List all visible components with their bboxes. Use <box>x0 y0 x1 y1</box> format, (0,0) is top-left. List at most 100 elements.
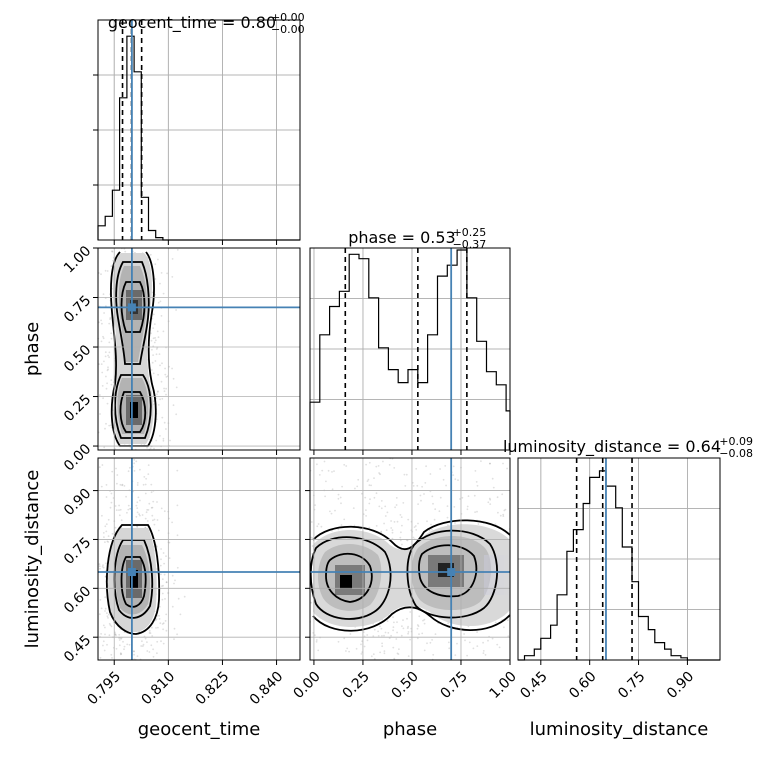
scatter-point <box>501 493 504 496</box>
title-lower-phase: −0.37 <box>453 238 487 251</box>
scatter-point <box>165 387 168 390</box>
scatter-point <box>106 540 109 543</box>
scatter-point <box>171 258 174 260</box>
scatter-point <box>176 534 179 537</box>
scatter-point <box>428 529 431 532</box>
scatter-point <box>154 263 157 266</box>
scatter-point <box>423 622 426 625</box>
scatter-point <box>492 486 495 489</box>
scatter-point <box>176 249 179 251</box>
scatter-point <box>99 599 102 601</box>
scatter-point <box>391 529 394 531</box>
scatter-point <box>144 526 147 529</box>
scatter-point <box>104 626 106 629</box>
scatter-point <box>423 649 426 652</box>
scatter-point <box>116 474 119 476</box>
scatter-point <box>461 496 464 499</box>
scatter-point <box>118 633 121 636</box>
scatter-point <box>155 353 158 356</box>
scatter-point <box>100 363 103 365</box>
scatter-point <box>103 360 105 363</box>
scatter-point <box>156 519 159 521</box>
scatter-point <box>102 397 104 400</box>
title-phase: phase = 0.53 <box>348 228 455 247</box>
scatter-point <box>164 367 167 370</box>
scatter-point <box>99 394 101 396</box>
scatter-point <box>444 465 447 467</box>
scatter-point <box>162 628 165 631</box>
scatter-point <box>107 354 109 357</box>
scatter-point <box>392 646 395 649</box>
scatter-point <box>320 525 323 528</box>
scatter-point <box>160 558 162 561</box>
x-tick-label: 0.50 <box>389 669 422 702</box>
scatter-point <box>153 518 156 521</box>
scatter-point <box>416 484 419 487</box>
scatter-point <box>133 462 136 465</box>
scatter-point <box>160 548 163 550</box>
scatter-point <box>442 478 445 481</box>
scatter-point <box>396 520 399 523</box>
x-tick-label: 0.810 <box>139 669 179 709</box>
scatter-point <box>100 273 102 276</box>
scatter-point <box>423 493 425 495</box>
scatter-point <box>375 525 378 527</box>
scatter-point <box>125 495 127 498</box>
scatter-point <box>416 637 419 640</box>
scatter-point <box>111 532 114 535</box>
scatter-point <box>359 527 362 530</box>
scatter-point <box>406 539 409 542</box>
scatter-point <box>163 421 166 424</box>
scatter-point <box>154 360 157 362</box>
x-tick-label: 0.90 <box>664 669 697 702</box>
scatter-point <box>454 654 457 656</box>
x-axis-label-geocent_time: geocent_time <box>138 719 261 740</box>
scatter-point <box>106 369 109 372</box>
scatter-point <box>119 652 122 655</box>
scatter-point <box>466 505 469 508</box>
scatter-point <box>381 645 384 648</box>
scatter-point <box>379 625 381 628</box>
scatter-point <box>159 300 162 303</box>
scatter-point <box>402 619 404 621</box>
x-tick-label: 1.00 <box>487 669 520 702</box>
scatter-point <box>159 398 162 401</box>
scatter-point <box>151 626 153 629</box>
x-tick-label: 0.00 <box>290 669 323 702</box>
scatter-point <box>383 634 385 637</box>
scatter-point <box>400 516 403 518</box>
scatter-point <box>104 427 106 430</box>
scatter-point <box>150 506 153 509</box>
scatter-point <box>98 613 101 616</box>
scatter-point <box>159 364 161 367</box>
scatter-point <box>352 507 355 509</box>
scatter-point <box>467 495 470 497</box>
scatter-point <box>340 502 342 505</box>
scatter-point <box>395 638 398 640</box>
scatter-point <box>447 641 450 644</box>
density-core-4 <box>130 402 138 418</box>
scatter-point <box>102 624 105 627</box>
density-geo-phase <box>110 251 157 447</box>
scatter-point <box>366 639 369 642</box>
scatter-point <box>149 253 152 256</box>
scatter-point <box>136 507 139 509</box>
scatter-point <box>310 601 313 604</box>
truth-marker <box>127 303 136 312</box>
x-tick-label: 0.840 <box>247 669 287 709</box>
scatter-point <box>368 502 371 505</box>
truth-layer <box>98 20 607 660</box>
scatter-point <box>429 641 432 644</box>
scatter-point <box>119 653 122 656</box>
scatter-point <box>149 632 152 634</box>
scatter-point <box>407 655 410 657</box>
scatter-point <box>110 332 113 335</box>
scatter-point <box>102 293 105 296</box>
scatter-point <box>109 317 112 319</box>
scatter-point <box>393 467 396 469</box>
scatter-point <box>126 511 128 514</box>
scatter-point <box>151 361 154 364</box>
scatter-point <box>491 637 494 640</box>
scatter-point <box>487 639 489 642</box>
scatter-point <box>121 483 124 486</box>
